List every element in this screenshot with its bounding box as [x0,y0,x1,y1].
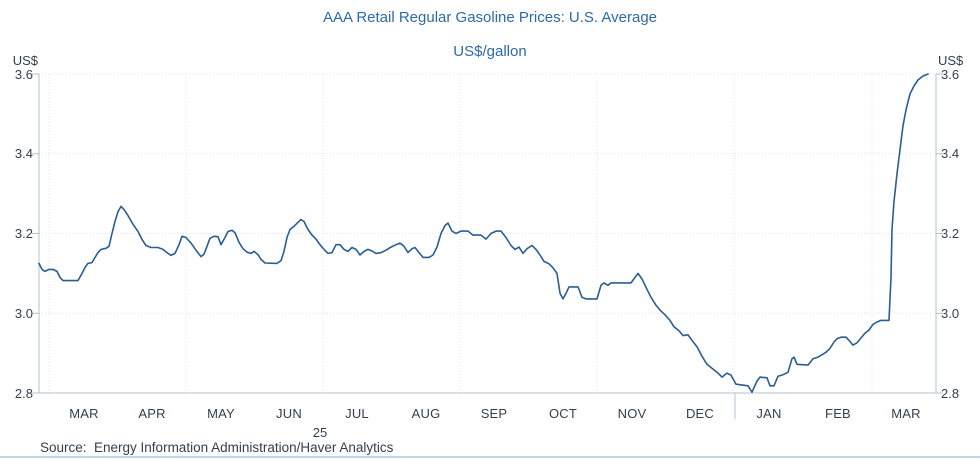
y-axis-tick-label: 3.4 [941,146,960,161]
x-axis-month-label: MAY [207,406,235,421]
y-axis-tick-label: 3.6 [941,67,960,82]
x-axis-month-label: JAN [756,406,782,421]
y-axis-tick-label: 3.6 [14,67,33,82]
x-axis-month-label: SEP [480,406,508,421]
x-axis-month-label: APR [138,406,166,421]
source-credit: Source: Energy Information Administratio… [40,440,394,455]
y-axis-tick-label: 2.8 [14,386,33,401]
x-axis-month-label: JUL [345,406,369,421]
y-axis-unit-label-right: US$ [938,53,964,68]
y-axis-unit-label-left: US$ [12,53,38,68]
y-axis-tick-label: 3.0 [941,306,960,321]
x-axis-month-label: FEB [825,406,851,421]
x-axis-month-label: OCT [548,406,578,421]
chart-subtitle: US$/gallon [453,43,527,60]
x-axis-month-label: DEC [685,406,715,421]
y-axis-tick-label: 3.0 [14,306,33,321]
y-axis-tick-label: 3.4 [14,146,33,161]
x-axis-month-label: MAR [891,406,921,421]
price-line [38,73,929,394]
x-axis-month-label: AUG [411,406,441,421]
y-axis-tick-label: 3.2 [14,226,33,241]
y-axis-tick-label: 3.2 [941,226,960,241]
x-axis-month-label: NOV [617,406,647,421]
x-axis-month-label: MAR [69,406,99,421]
bottom-border-line [0,456,980,458]
x-axis-month-label: JUN [276,406,302,421]
x-axis-year-label: 25 [312,425,328,440]
chart-title: AAA Retail Regular Gasoline Prices: U.S.… [322,9,658,26]
y-axis-tick-label: 2.8 [941,386,960,401]
